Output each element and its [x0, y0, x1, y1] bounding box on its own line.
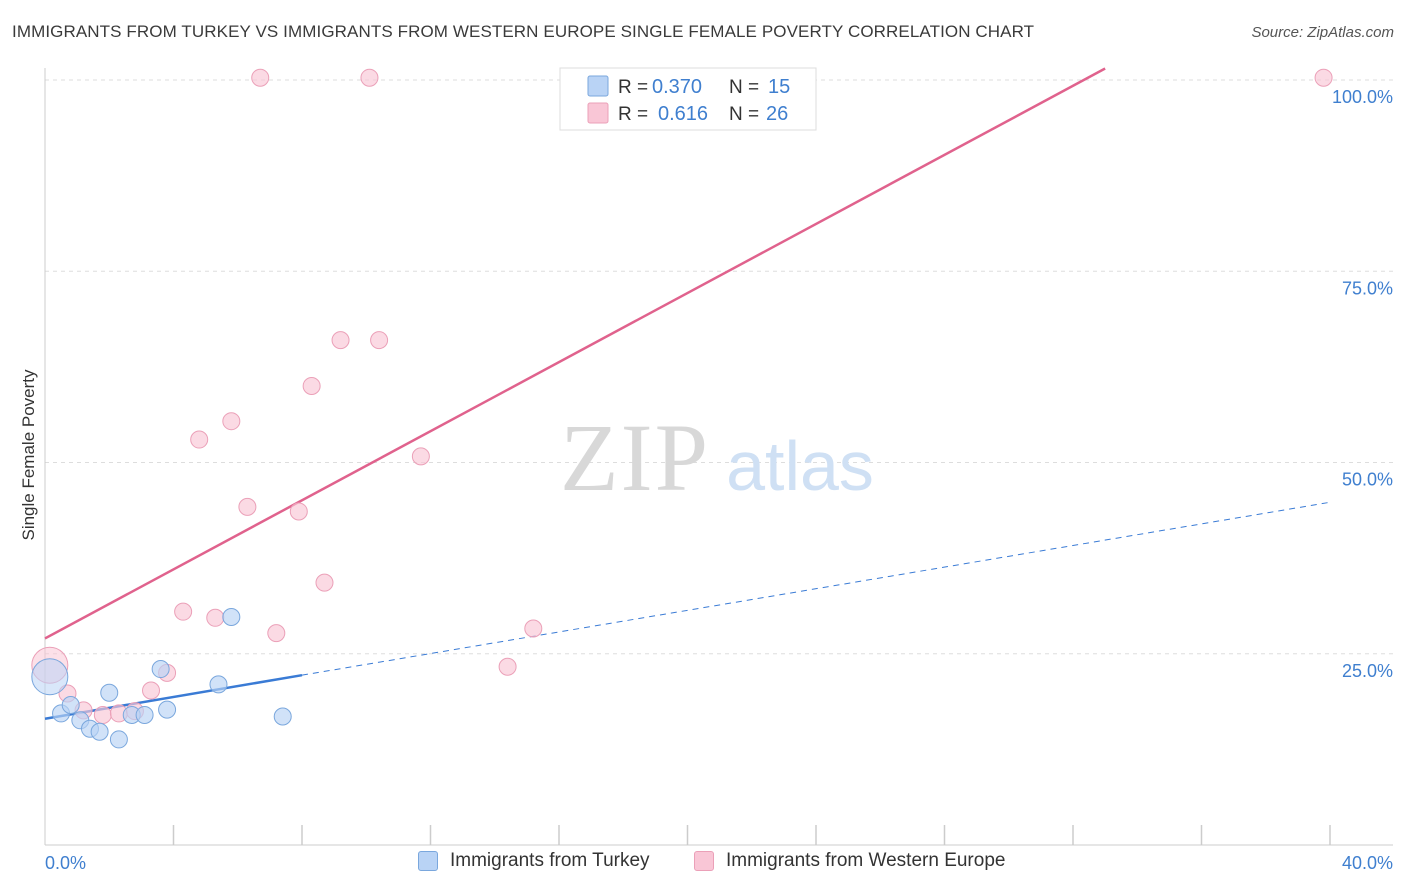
legend-swatch-turkey-bottom: [418, 851, 438, 871]
point-turkey: [31, 658, 69, 696]
point-western-europe: [331, 331, 350, 350]
y-tick-labels: 25.0% 50.0% 75.0% 100.0%: [1332, 87, 1393, 681]
legend-swatch-western-europe-bottom: [694, 851, 714, 871]
point-western-europe: [411, 447, 430, 466]
point-turkey: [158, 700, 177, 719]
point-western-europe: [360, 68, 379, 87]
trend-line-western-europe: [44, 67, 1106, 640]
point-turkey: [135, 705, 154, 724]
point-western-europe: [524, 619, 543, 638]
legend-n-label-turkey: N =: [729, 77, 759, 98]
point-western-europe: [267, 624, 286, 643]
legend-n-value-western-europe: 26: [766, 103, 788, 125]
trend-line-turkey-extension: [301, 501, 1331, 676]
x-tick-label: 0.0%: [45, 853, 86, 873]
legend-r-value-turkey: 0.370: [652, 76, 702, 98]
y-tick-label: 75.0%: [1342, 278, 1393, 298]
legend-n-label-western-europe: N =: [729, 104, 759, 125]
point-turkey: [222, 608, 241, 627]
point-western-europe: [315, 573, 334, 592]
point-turkey: [90, 722, 109, 741]
source-label: Source: ZipAtlas.com: [1251, 24, 1394, 41]
legend-label-western-europe: Immigrants from Western Europe: [726, 850, 1006, 871]
y-axis-label: Single Female Poverty: [19, 369, 38, 541]
watermark: ZIP atlas: [560, 404, 874, 511]
legend-r-label-turkey: R =: [618, 77, 648, 98]
watermark-atlas: atlas: [726, 427, 874, 505]
point-turkey: [100, 683, 119, 702]
point-turkey: [209, 675, 228, 694]
y-tick-label: 25.0%: [1342, 661, 1393, 681]
legend-r-value-western-europe: 0.616: [658, 103, 708, 125]
point-western-europe: [93, 705, 112, 724]
x-tick-labels: 0.0% 40.0%: [45, 853, 1393, 873]
grid-lines: [45, 79, 1393, 655]
chart-title: IMMIGRANTS FROM TURKEY VS IMMIGRANTS FRO…: [12, 22, 1035, 41]
point-turkey: [151, 660, 170, 679]
watermark-zip: ZIP: [560, 404, 710, 511]
point-western-europe: [238, 497, 257, 516]
point-western-europe: [174, 602, 193, 621]
legend-swatch-turkey: [587, 75, 609, 97]
legend-swatch-western-europe: [587, 102, 609, 124]
legend-bottom: Immigrants from Turkey Immigrants from W…: [0, 850, 1406, 880]
legend-n-value-turkey: 15: [768, 76, 790, 98]
y-tick-label: 100.0%: [1332, 87, 1393, 107]
point-western-europe: [1314, 68, 1333, 87]
point-turkey: [109, 730, 128, 749]
x-tick-label: 40.0%: [1342, 853, 1393, 873]
legend-box: R = 0.370 N = 15 R = 0.616 N = 26: [559, 67, 817, 131]
point-turkey: [273, 707, 292, 726]
point-western-europe: [142, 681, 161, 700]
point-western-europe: [370, 331, 389, 350]
point-western-europe: [498, 657, 517, 676]
point-western-europe: [251, 68, 270, 87]
legend-label-turkey: Immigrants from Turkey: [450, 850, 650, 871]
y-tick-label: 50.0%: [1342, 470, 1393, 490]
point-turkey: [61, 696, 80, 715]
legend-r-label-western-europe: R =: [618, 104, 648, 125]
legend-item-turkey: Immigrants from Turkey: [418, 850, 650, 872]
point-western-europe: [289, 502, 308, 521]
axes: [44, 68, 1393, 846]
point-western-europe: [222, 412, 241, 431]
point-western-europe: [190, 430, 209, 449]
point-western-europe: [302, 377, 321, 395]
legend-item-western-europe: Immigrants from Western Europe: [694, 850, 1005, 872]
point-western-europe: [206, 608, 225, 627]
